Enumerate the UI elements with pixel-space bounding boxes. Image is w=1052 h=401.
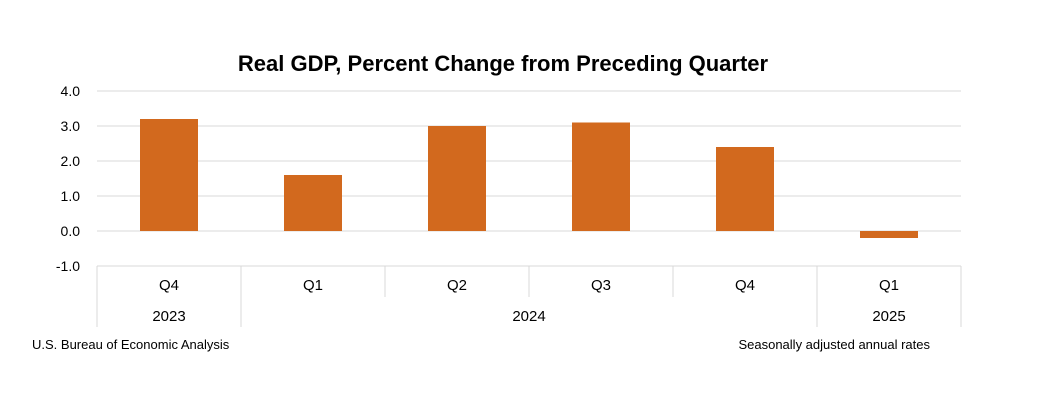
x-category-label: Q1	[303, 277, 323, 294]
year-group-label: 2024	[512, 308, 545, 325]
bar	[284, 175, 342, 231]
x-category-label: Q4	[159, 277, 179, 294]
bars	[140, 119, 918, 238]
y-axis-ticks: 4.0 3.0 2.0 1.0 0.0 -1.0	[56, 83, 80, 274]
x-axis-categories: Q4 Q1 Q2 Q3 Q4 Q1 2023 2024 2025	[96, 265, 962, 327]
x-category-label: Q1	[879, 277, 899, 294]
source-note: U.S. Bureau of Economic Analysis	[32, 337, 230, 352]
gridlines	[97, 90, 961, 232]
year-group-label: 2025	[872, 308, 905, 325]
x-category-label: Q2	[447, 277, 467, 294]
chart-title: Real GDP, Percent Change from Preceding …	[238, 51, 769, 76]
bar	[572, 122, 630, 231]
x-category-label: Q4	[735, 277, 755, 294]
y-tick-label: -1.0	[56, 258, 80, 274]
y-tick-label: 0.0	[61, 223, 81, 239]
y-tick-label: 4.0	[61, 83, 81, 99]
y-tick-label: 2.0	[61, 153, 81, 169]
x-category-label: Q3	[591, 277, 611, 294]
bar	[140, 119, 198, 231]
bar	[716, 147, 774, 231]
y-tick-label: 3.0	[61, 118, 81, 134]
y-tick-label: 1.0	[61, 188, 81, 204]
seasonal-note: Seasonally adjusted annual rates	[738, 337, 930, 352]
year-group-label: 2023	[152, 308, 185, 325]
bar	[860, 231, 918, 238]
bar	[428, 126, 486, 231]
